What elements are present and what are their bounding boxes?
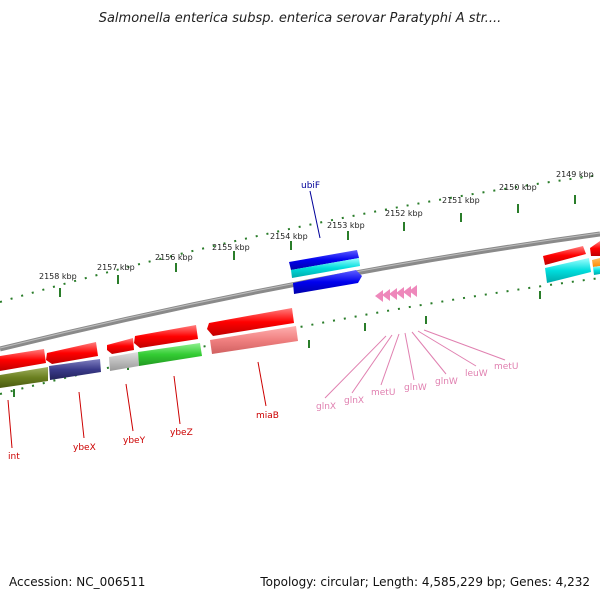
gene-right-1[interactable] (543, 241, 600, 283)
gene-labels: int ybeX ybeY ybeZ miaB ubiF glnX glnX m… (8, 181, 518, 462)
map-title: Salmonella enterica subsp. enterica sero… (99, 11, 502, 26)
gene-label-glnW: glnW (404, 383, 427, 393)
gene-label-leuW: leuW (465, 369, 488, 379)
inner-tick-track (0, 277, 600, 395)
gene-label-ybeY: ybeY (123, 436, 146, 446)
gene-label-metU: metU (494, 362, 518, 372)
gene-label-ubiF: ubiF (301, 181, 320, 191)
genome-summary-text: Topology: circular; Length: 4,585,229 bp… (259, 575, 590, 589)
kbp-label: 2152 kbp (385, 209, 423, 218)
kbp-labels: 2158 kbp 2157 kbp 2156 kbp 2155 kbp 2154… (39, 170, 594, 281)
label-connectors (7, 190, 506, 449)
gene-label-metU: metU (371, 388, 395, 398)
gene-label-glnX: glnX (316, 402, 336, 412)
gene-ybeX[interactable] (46, 342, 101, 380)
kbp-label: 2156 kbp (155, 253, 193, 262)
gene-ybeZ[interactable] (134, 325, 202, 366)
gene-label-ybeZ: ybeZ (170, 428, 193, 438)
gene-label-ybeX: ybeX (73, 443, 96, 453)
gene-label-miaB: miaB (256, 411, 279, 421)
kbp-label: 2153 kbp (327, 221, 365, 230)
accession-text: Accession: NC_006511 (9, 575, 145, 589)
gene-ybeY[interactable] (107, 338, 139, 371)
kbp-label: 2149 kbp (556, 170, 594, 179)
gene-miaB[interactable] (207, 308, 298, 354)
gene-int[interactable] (0, 349, 48, 388)
major-ticks (59, 195, 576, 297)
gene-ubiF[interactable] (289, 250, 362, 294)
outer-tick-track (0, 174, 600, 303)
gene-label-glnW: glnW (435, 377, 458, 387)
gene-label-glnX: glnX (344, 396, 364, 406)
trna-cluster[interactable] (375, 285, 417, 302)
gene-label-int: int (8, 452, 20, 462)
kbp-label: 2155 kbp (212, 243, 250, 252)
kbp-label: 2154 kbp (270, 232, 308, 241)
kbp-label: 2157 kbp (97, 263, 135, 272)
kbp-label: 2150 kbp (499, 183, 537, 192)
kbp-label: 2151 kbp (442, 196, 480, 205)
kbp-label: 2158 kbp (39, 272, 77, 281)
